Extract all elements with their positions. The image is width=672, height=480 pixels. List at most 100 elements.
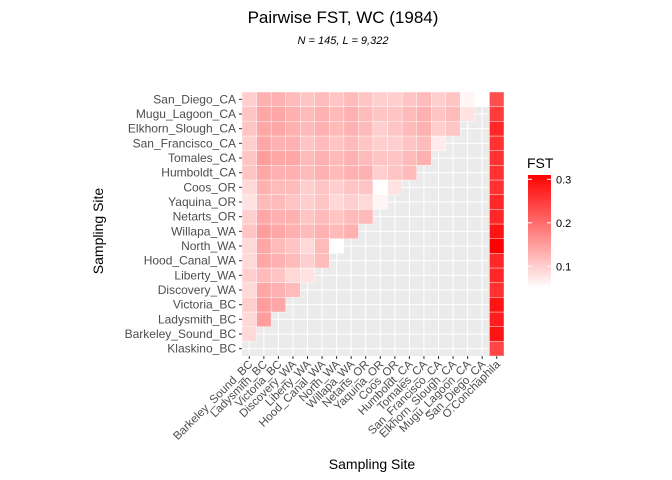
fst-cell — [329, 209, 345, 225]
fst-cell — [256, 179, 272, 195]
fst-cell — [445, 121, 461, 137]
fst-cell — [256, 106, 272, 122]
fst-cell — [358, 106, 374, 122]
fst-cell — [241, 238, 257, 254]
fst-cell — [285, 121, 301, 137]
legend-tick-label: 0.3 — [556, 174, 571, 186]
fst-cell — [387, 135, 403, 151]
fst-cell — [270, 253, 286, 269]
y-tick-label: Ladysmith_BC — [158, 312, 236, 326]
fst-cell — [300, 209, 315, 225]
fst-cell — [300, 238, 315, 254]
fst-cell — [401, 91, 417, 107]
fst-cell-outgroup — [489, 326, 505, 342]
fst-cell — [329, 135, 345, 151]
legend-tick-label: 0.2 — [556, 218, 571, 230]
fst-cell — [300, 165, 315, 181]
fst-cell — [270, 106, 286, 122]
fst-cell — [387, 179, 403, 195]
fst-cell — [270, 165, 286, 181]
fst-cell — [314, 150, 330, 166]
fst-cell — [358, 194, 374, 210]
y-axis: Klaskino_BCBarkeley_Sound_BCLadysmith_BC… — [125, 92, 242, 356]
fst-cell — [416, 135, 432, 151]
fst-cell-outgroup — [489, 311, 505, 327]
fst-cell — [445, 91, 461, 107]
fst-cell — [241, 209, 257, 225]
fst-cell — [387, 91, 403, 107]
fst-cell-outgroup — [489, 253, 505, 269]
y-tick-label: Yaquina_OR — [168, 195, 236, 209]
y-tick-label: Discovery_WA — [158, 283, 236, 297]
fst-cell — [270, 238, 286, 254]
fst-cell — [314, 253, 330, 269]
fst-cell — [241, 253, 257, 269]
fst-cell — [241, 179, 257, 195]
fst-cell — [256, 150, 272, 166]
fst-cell — [300, 150, 315, 166]
fst-cell — [474, 91, 490, 107]
fst-cell — [285, 106, 301, 122]
x-axis: Barkeley_Sound_BCLadysmith_BCVictoria_BC… — [171, 356, 503, 443]
fst-cell — [358, 91, 374, 107]
fst-cell-outgroup — [489, 209, 505, 225]
fst-cell — [358, 179, 374, 195]
fst-cell — [358, 121, 374, 137]
fst-cell — [358, 135, 374, 151]
y-tick-label: Elkhorn_Slough_CA — [128, 122, 236, 136]
y-tick-label: Barkeley_Sound_BC — [125, 327, 237, 341]
fst-cell — [416, 106, 432, 122]
fst-cell — [241, 91, 257, 107]
fst-cell — [300, 121, 315, 137]
fst-cell — [285, 238, 301, 254]
fst-cell — [285, 282, 301, 298]
y-tick-label: Mugu_Lagoon_CA — [136, 107, 236, 121]
fst-cell — [256, 121, 272, 137]
fst-cell — [358, 165, 374, 181]
fst-cell — [387, 165, 403, 181]
fst-cell-outgroup — [489, 121, 505, 137]
fst-cell-outgroup — [489, 150, 505, 166]
legend-tick-label: 0.1 — [556, 261, 571, 273]
fst-cell — [285, 223, 301, 239]
fst-cell — [270, 282, 286, 298]
fst-cell — [343, 150, 359, 166]
fst-cell — [256, 311, 272, 327]
fst-cell — [329, 194, 345, 210]
fst-cell — [387, 106, 403, 122]
fst-cell — [431, 106, 446, 122]
fst-cell — [314, 223, 330, 239]
fst-cell — [270, 121, 286, 137]
legend-colorbar — [528, 175, 551, 288]
fst-cell — [300, 91, 315, 107]
fst-cell — [372, 150, 388, 166]
fst-cell — [270, 209, 286, 225]
fst-cell — [329, 121, 345, 137]
fst-cell — [343, 179, 359, 195]
fst-cell — [270, 150, 286, 166]
fst-cell — [431, 135, 446, 151]
fst-cell — [285, 165, 301, 181]
fst-cell-outgroup — [489, 282, 505, 298]
fst-cell — [270, 179, 286, 195]
fst-cell — [416, 121, 432, 137]
fst-cell — [460, 91, 476, 107]
fst-cell — [270, 91, 286, 107]
fst-cell-outgroup — [489, 194, 505, 210]
fst-cell — [372, 121, 388, 137]
fst-cell — [314, 106, 330, 122]
chart-title: Pairwise FST, WC (1984) — [248, 8, 439, 27]
fst-cell — [401, 121, 417, 137]
fst-cell — [372, 135, 388, 151]
fst-cell — [329, 223, 345, 239]
fst-cell — [300, 135, 315, 151]
fst-cell — [358, 150, 374, 166]
y-tick-label: Liberty_WA — [174, 268, 236, 282]
fst-cell — [372, 165, 388, 181]
fst-cell — [416, 91, 432, 107]
fst-cell — [241, 165, 257, 181]
fst-cell — [358, 209, 374, 225]
fst-cell — [314, 91, 330, 107]
fst-cell — [300, 106, 315, 122]
fst-cell-outgroup — [489, 223, 505, 239]
